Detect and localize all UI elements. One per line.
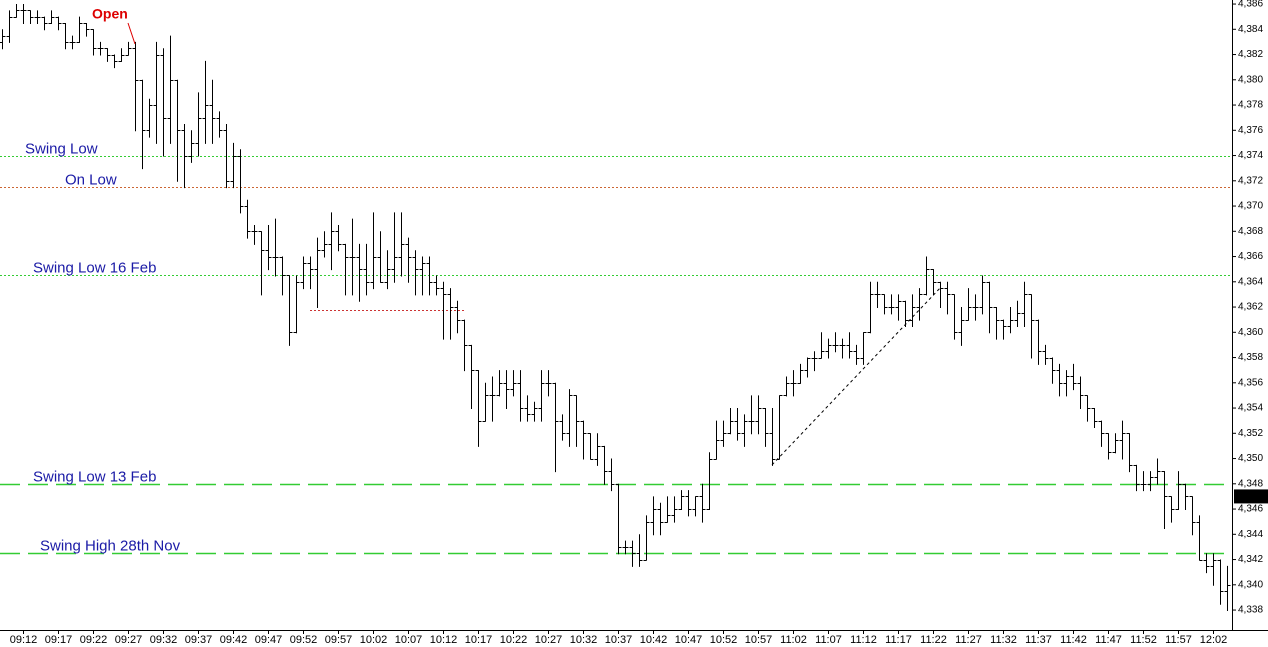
- y-tick-label: 4,358: [1238, 352, 1263, 363]
- level-label: Swing High 28th Nov: [40, 537, 181, 554]
- trend-line: [771, 287, 941, 466]
- x-tick-label: 09:42: [220, 634, 248, 646]
- last-price-box: [1234, 489, 1268, 504]
- x-tick-label: 11:07: [815, 634, 842, 646]
- y-tick-label: 4,370: [1238, 201, 1263, 212]
- y-tick-label: 4,386: [1238, 0, 1263, 10]
- open-annotation: Open: [92, 6, 128, 22]
- x-tick-label: 10:22: [500, 634, 528, 646]
- x-tick-label: 10:32: [570, 634, 598, 646]
- x-tick-label: 11:47: [1095, 634, 1122, 646]
- y-tick-label: 4,352: [1238, 428, 1263, 439]
- x-tick-label: 11:27: [955, 634, 982, 646]
- level-label: On Low: [65, 171, 117, 188]
- level-label: Swing Low 16 Feb: [33, 259, 156, 276]
- x-tick-label: 10:12: [430, 634, 458, 646]
- y-tick-label: 4,342: [1238, 554, 1263, 565]
- x-tick-label: 09:22: [80, 634, 108, 646]
- y-tick-label: 4,378: [1238, 100, 1263, 111]
- level-label: Swing Low: [25, 140, 98, 157]
- x-tick-label: 11:22: [920, 634, 947, 646]
- y-tick-label: 4,360: [1238, 327, 1263, 338]
- x-tick-label: 12:02: [1200, 634, 1228, 646]
- x-tick-label: 10:02: [360, 634, 388, 646]
- y-tick-label: 4,348: [1238, 478, 1263, 489]
- x-tick-label: 11:32: [990, 634, 1017, 646]
- y-tick-label: 4,368: [1238, 226, 1263, 237]
- y-tick-label: 4,366: [1238, 251, 1263, 262]
- x-tick-label: 09:47: [255, 634, 283, 646]
- y-tick-label: 4,364: [1238, 276, 1263, 287]
- y-tick-label: 4,338: [1238, 605, 1263, 616]
- y-tick-label: 4,382: [1238, 49, 1263, 60]
- level-label: Swing Low 13 Feb: [33, 468, 156, 485]
- x-tick-label: 09:32: [150, 634, 178, 646]
- x-tick-label: 11:52: [1130, 634, 1157, 646]
- x-tick-label: 09:52: [290, 634, 318, 646]
- x-tick-label: 09:57: [325, 634, 353, 646]
- y-tick-label: 4,350: [1238, 453, 1263, 464]
- y-tick-label: 4,354: [1238, 403, 1263, 414]
- x-tick-label: 10:27: [535, 634, 563, 646]
- x-tick-label: 11:02: [780, 634, 807, 646]
- x-tick-label: 09:12: [10, 634, 38, 646]
- x-tick-label: 10:47: [675, 634, 703, 646]
- x-tick-label: 09:37: [185, 634, 213, 646]
- x-tick-label: 11:17: [885, 634, 912, 646]
- x-tick-label: 09:27: [115, 634, 143, 646]
- x-tick-label: 11:12: [850, 634, 877, 646]
- y-tick-label: 4,380: [1238, 74, 1263, 85]
- y-tick-label: 4,356: [1238, 377, 1263, 388]
- y-tick-label: 4,340: [1238, 579, 1263, 590]
- x-tick-label: 10:42: [640, 634, 668, 646]
- y-tick-label: 4,374: [1238, 150, 1263, 161]
- x-tick-label: 10:17: [465, 634, 493, 646]
- x-tick-label: 10:52: [710, 634, 738, 646]
- y-tick-label: 4,372: [1238, 175, 1263, 186]
- x-tick-label: 10:57: [745, 634, 773, 646]
- x-tick-label: 11:37: [1025, 634, 1052, 646]
- last-price-label: 4,347: [1237, 491, 1262, 502]
- y-tick-label: 4,362: [1238, 302, 1263, 313]
- x-tick-label: 10:07: [395, 634, 423, 646]
- x-tick-label: 11:57: [1165, 634, 1192, 646]
- x-tick-label: 09:17: [45, 634, 73, 646]
- y-tick-label: 4,384: [1238, 24, 1263, 35]
- open-pointer: [127, 22, 136, 45]
- x-tick-label: 11:42: [1060, 634, 1087, 646]
- x-tick-label: 10:37: [605, 634, 633, 646]
- y-tick-label: 4,376: [1238, 125, 1263, 136]
- y-tick-label: 4,344: [1238, 529, 1263, 540]
- y-tick-label: 4,346: [1238, 504, 1263, 515]
